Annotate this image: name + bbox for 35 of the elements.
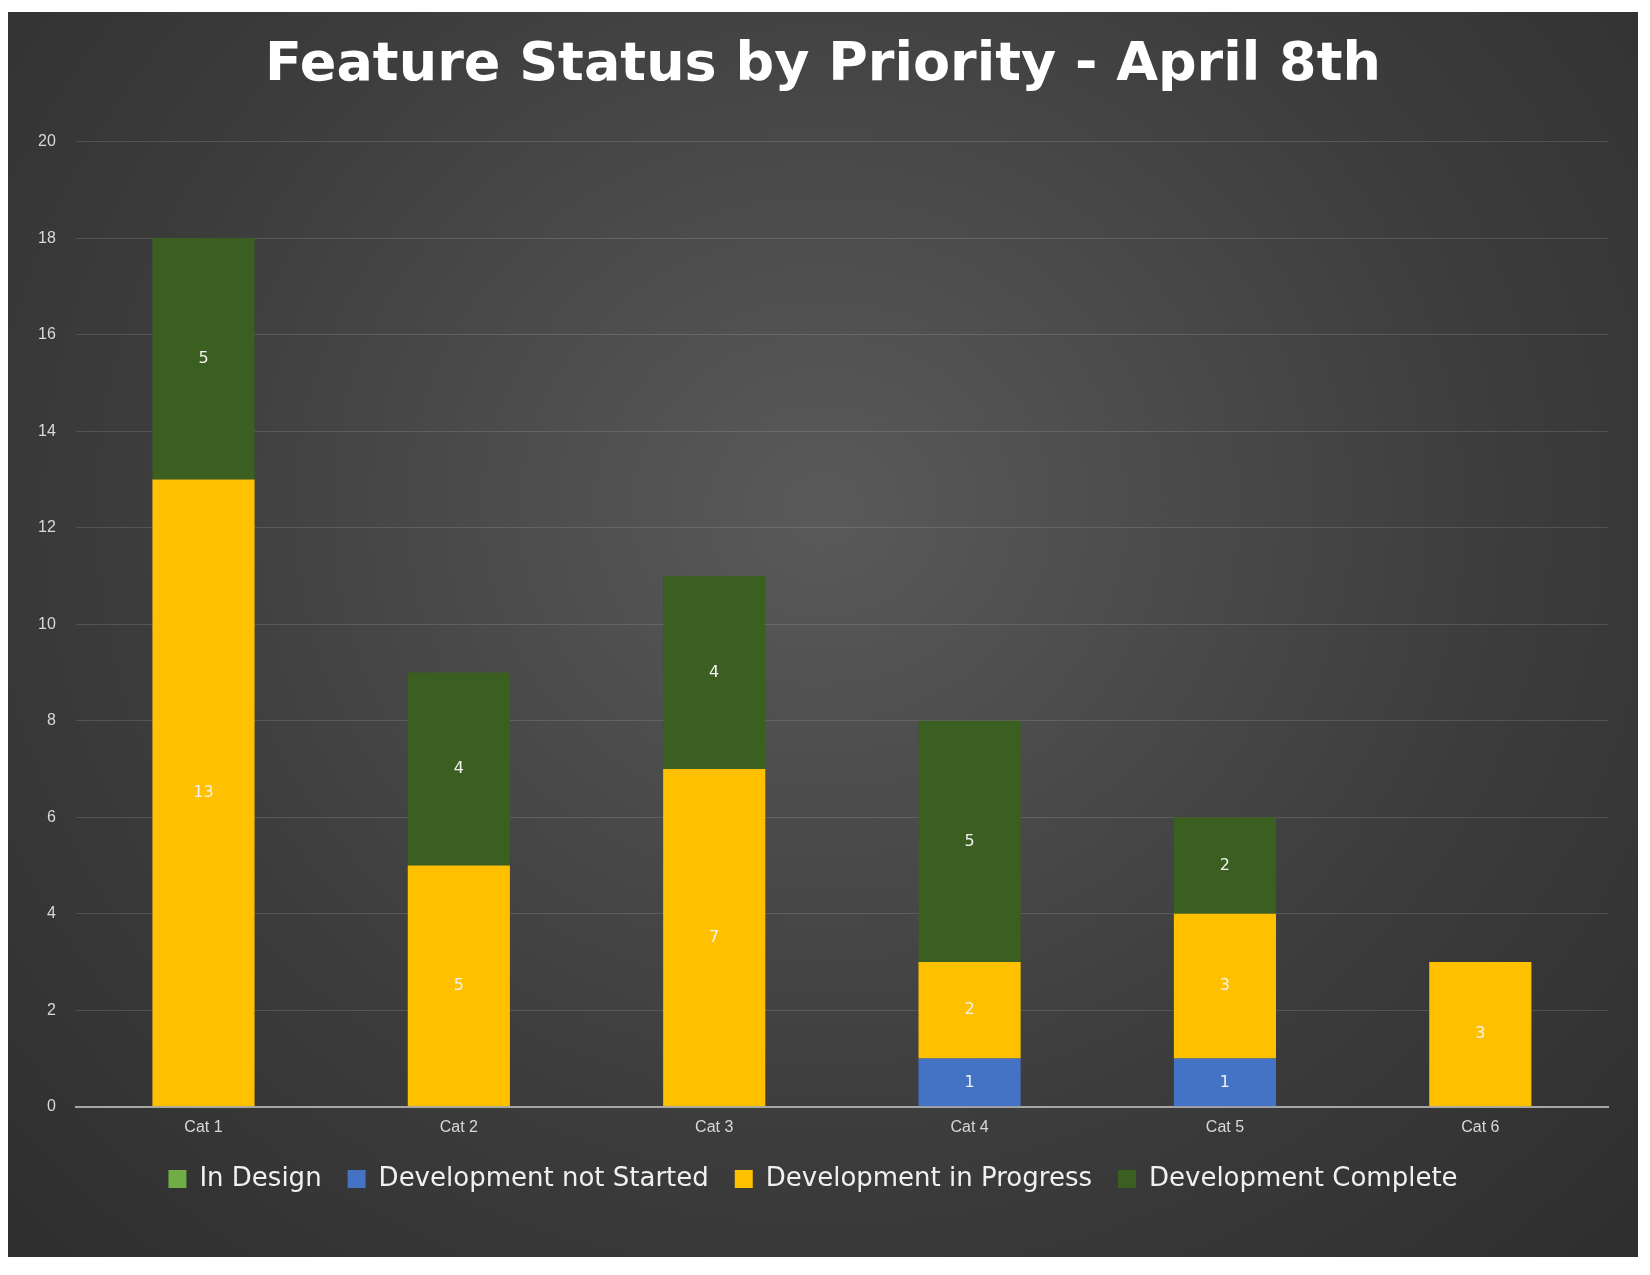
x-tick-label: Cat 3 xyxy=(695,1117,734,1135)
y-tick-label: 10 xyxy=(38,614,56,632)
data-label: 2 xyxy=(964,999,975,1019)
legend-label: Development not Started xyxy=(378,1161,709,1192)
legend-label: Development in Progress xyxy=(765,1161,1092,1192)
y-tick-label: 20 xyxy=(38,132,56,150)
data-label: 1 xyxy=(1219,1071,1231,1091)
data-label: 5 xyxy=(198,347,209,367)
data-label: 4 xyxy=(453,758,464,778)
y-tick-label: 18 xyxy=(38,228,56,246)
data-label: 3 xyxy=(1475,1023,1486,1043)
y-tick-label: 8 xyxy=(46,711,56,729)
data-label: 4 xyxy=(709,661,720,681)
data-label: 7 xyxy=(709,926,720,946)
y-tick-label: 0 xyxy=(46,1097,56,1115)
y-tick-label: 2 xyxy=(46,1000,56,1018)
x-tick-label: Cat 5 xyxy=(1205,1117,1245,1135)
y-tick-label: 14 xyxy=(38,421,56,439)
data-label: 3 xyxy=(1219,975,1231,995)
x-tick-label: Cat 4 xyxy=(950,1117,989,1135)
legend-label: Development Complete xyxy=(1148,1161,1458,1192)
y-tick-label: 6 xyxy=(46,807,56,825)
y-tick-label: 12 xyxy=(38,518,56,536)
chart-title: Feature Status by Priority - April 8th xyxy=(264,30,1382,93)
x-tick-label: Cat 2 xyxy=(439,1117,479,1135)
legend-label: In Design xyxy=(199,1161,322,1192)
data-label: 13 xyxy=(193,782,214,802)
data-label: 5 xyxy=(453,975,464,995)
y-tick-label: 4 xyxy=(46,904,56,922)
y-tick-label: 16 xyxy=(38,325,56,343)
data-label: 5 xyxy=(964,830,975,850)
data-label: 2 xyxy=(1219,854,1231,874)
data-label: 1 xyxy=(964,1071,975,1091)
x-tick-label: Cat 6 xyxy=(1461,1117,1500,1135)
x-tick-label: Cat 1 xyxy=(184,1117,223,1135)
